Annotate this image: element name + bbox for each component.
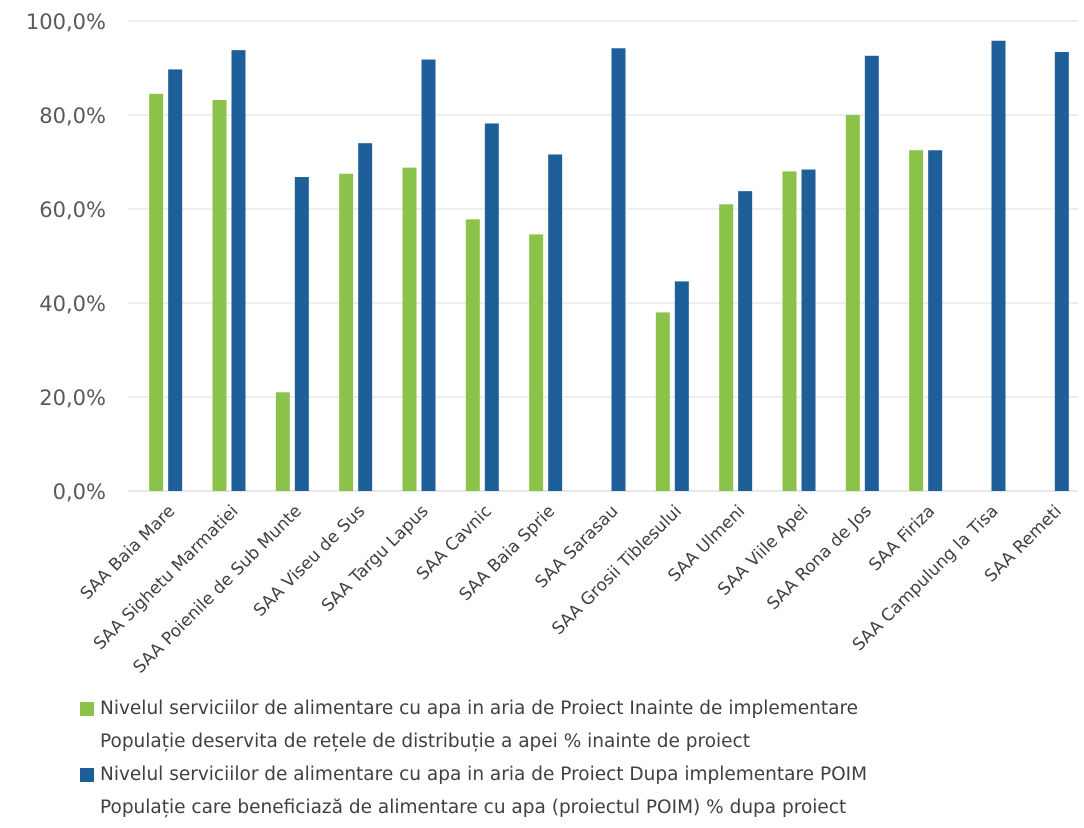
bar-before xyxy=(212,99,227,492)
bar-before xyxy=(465,219,480,491)
y-tick-label: 60,0% xyxy=(39,198,106,222)
bar-after xyxy=(421,59,436,491)
bar-after xyxy=(548,154,563,492)
bar-after xyxy=(928,150,943,491)
y-tick-label: 40,0% xyxy=(39,292,106,316)
y-tick-label: 20,0% xyxy=(39,386,106,410)
y-tick-label: 0,0% xyxy=(53,480,106,504)
bar-before xyxy=(402,167,417,491)
x-category-label: SAA Targu Lapus xyxy=(318,501,433,616)
y-tick-label: 100,0% xyxy=(26,10,106,34)
legend: Nivelul serviciilor de alimentare cu apa… xyxy=(80,692,1070,824)
bar-after xyxy=(611,48,626,491)
bar-after xyxy=(294,177,309,492)
bar-after xyxy=(674,281,689,491)
bar-before xyxy=(909,150,924,491)
legend-swatch-after xyxy=(80,768,94,782)
bar-before xyxy=(782,171,797,491)
bar-before xyxy=(529,234,544,491)
bar-after xyxy=(991,40,1006,492)
bar-after xyxy=(738,191,753,491)
legend-line: Populație deservita de rețele de distrib… xyxy=(100,731,750,752)
bar-before xyxy=(655,312,670,491)
bar-before xyxy=(275,392,290,491)
bar-before xyxy=(149,93,164,491)
y-tick-label: 80,0% xyxy=(39,104,106,128)
y-axis-tick-labels: 0,0% 20,0% 40,0% 60,0% 80,0% 100,0% xyxy=(26,10,106,504)
bar-before xyxy=(845,115,860,491)
bar-after xyxy=(1054,52,1069,492)
legend-line: Nivelul serviciilor de alimentare cu apa… xyxy=(100,764,868,785)
bar-before xyxy=(719,204,734,492)
bar-before xyxy=(339,173,354,491)
legend-item-before: Nivelul serviciilor de alimentare cu apa… xyxy=(80,692,1070,758)
bar-after xyxy=(864,55,879,491)
bars xyxy=(149,40,1069,492)
legend-swatch-before xyxy=(80,702,94,716)
legend-line: Populație care beneficiază de alimentare… xyxy=(100,797,847,818)
bar-after xyxy=(801,169,816,491)
bar-after xyxy=(168,69,183,491)
bar-after xyxy=(358,143,373,491)
x-category-label: SAA Rona de Jos xyxy=(763,501,876,614)
bar-after xyxy=(231,50,246,491)
bar-after xyxy=(484,123,499,492)
legend-line: Nivelul serviciilor de alimentare cu apa… xyxy=(100,698,859,719)
x-category-label: SAA Viseu de Sus xyxy=(250,501,369,620)
legend-item-after: Nivelul serviciilor de alimentare cu apa… xyxy=(80,758,1070,824)
